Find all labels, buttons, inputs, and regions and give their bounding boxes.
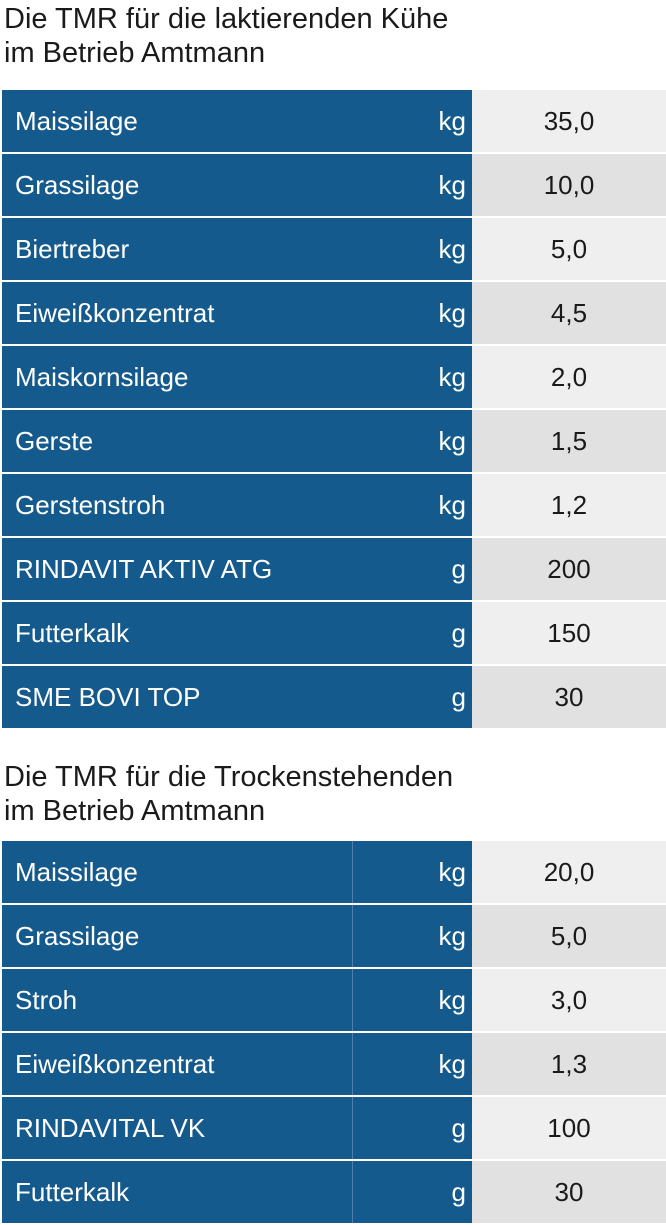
feed-amount: 5,0: [472, 218, 666, 280]
feed-unit: kg: [352, 841, 472, 903]
feed-unit: g: [352, 1161, 472, 1223]
feed-amount: 1,5: [472, 410, 666, 472]
feed-amount: 1,2: [472, 474, 666, 536]
feed-amount: 30: [472, 1161, 666, 1223]
feed-name: RINDAVIT AKTIV ATG: [2, 538, 413, 600]
table-row: Gerstenstroh kg 1,2: [2, 474, 666, 536]
lactating-tmr-rows: Maissilage kg 35,0 Grassilage kg 10,0 Biertreb…: [2, 90, 666, 728]
table-row: SME BOVI TOP g 30: [2, 666, 666, 728]
lactating-tmr-title: Die TMR für die laktierenden Kühe im Bet…: [4, 3, 449, 69]
lactating-tmr-table: Maissilage kg 35,0 Grassilage kg 10,0 Biertreb…: [2, 88, 666, 730]
feed-name: Eiweißkonzentrat: [2, 1033, 352, 1095]
feed-amount: 5,0: [472, 905, 666, 967]
feed-name: Futterkalk: [2, 602, 413, 664]
feed-name: Maissilage: [2, 841, 352, 903]
feed-unit: kg: [413, 346, 472, 408]
dry-tmr-title: Die TMR für die Trockenstehenden im Betr…: [4, 761, 454, 827]
feed-name: Biertreber: [2, 218, 413, 280]
feed-name: RINDAVITAL VK: [2, 1097, 352, 1159]
feed-unit: g: [352, 1097, 472, 1159]
feed-amount: 20,0: [472, 841, 666, 903]
feed-unit: g: [413, 602, 472, 664]
feed-unit: kg: [413, 410, 472, 472]
feed-amount: 200: [472, 538, 666, 600]
feed-name: Futterkalk: [2, 1161, 352, 1223]
table-row: Stroh kg 3,0: [2, 969, 666, 1031]
feed-amount: 4,5: [472, 282, 666, 344]
table-row: Grassilage kg 10,0: [2, 154, 666, 216]
feed-name: Gerstenstroh: [2, 474, 413, 536]
feed-amount: 35,0: [472, 90, 666, 152]
feed-unit: kg: [413, 474, 472, 536]
feed-unit: g: [413, 538, 472, 600]
table-row: Maiskornsilage kg 2,0: [2, 346, 666, 408]
dry-tmr-table: Maissilage kg 20,0 Grassilage kg 5,0 Stroh kg 3,…: [2, 839, 666, 1225]
feed-name: Maissilage: [2, 90, 413, 152]
feed-unit: kg: [352, 969, 472, 1031]
dry-tmr-rows: Maissilage kg 20,0 Grassilage kg 5,0 Stroh kg 3,…: [2, 841, 666, 1223]
feed-unit: kg: [413, 90, 472, 152]
feed-amount: 30: [472, 666, 666, 728]
feed-name: SME BOVI TOP: [2, 666, 413, 728]
feed-name: Grassilage: [2, 905, 352, 967]
feed-unit: kg: [352, 905, 472, 967]
table-row: Eiweißkonzentrat kg 4,5: [2, 282, 666, 344]
feed-amount: 100: [472, 1097, 666, 1159]
table-row: Grassilage kg 5,0: [2, 905, 666, 967]
table-row: RINDAVIT AKTIV ATG g 200: [2, 538, 666, 600]
feed-name: Eiweißkonzentrat: [2, 282, 413, 344]
table-row: Maissilage kg 35,0: [2, 90, 666, 152]
feed-name: Gerste: [2, 410, 413, 472]
feed-unit: kg: [413, 154, 472, 216]
table-row: RINDAVITAL VK g 100: [2, 1097, 666, 1159]
feed-amount: 1,3: [472, 1033, 666, 1095]
table-row: Biertreber kg 5,0: [2, 218, 666, 280]
feed-unit: kg: [413, 282, 472, 344]
feed-unit: kg: [413, 218, 472, 280]
feed-amount: 3,0: [472, 969, 666, 1031]
feed-name: Grassilage: [2, 154, 413, 216]
feed-name: Maiskornsilage: [2, 346, 413, 408]
table-row: Gerste kg 1,5: [2, 410, 666, 472]
feed-unit: g: [413, 666, 472, 728]
table-row: Eiweißkonzentrat kg 1,3: [2, 1033, 666, 1095]
table-row: Futterkalk g 30: [2, 1161, 666, 1223]
table-row: Maissilage kg 20,0: [2, 841, 666, 903]
feed-amount: 10,0: [472, 154, 666, 216]
feed-name: Stroh: [2, 969, 352, 1031]
feed-amount: 2,0: [472, 346, 666, 408]
feed-amount: 150: [472, 602, 666, 664]
table-row: Futterkalk g 150: [2, 602, 666, 664]
feed-unit: kg: [352, 1033, 472, 1095]
